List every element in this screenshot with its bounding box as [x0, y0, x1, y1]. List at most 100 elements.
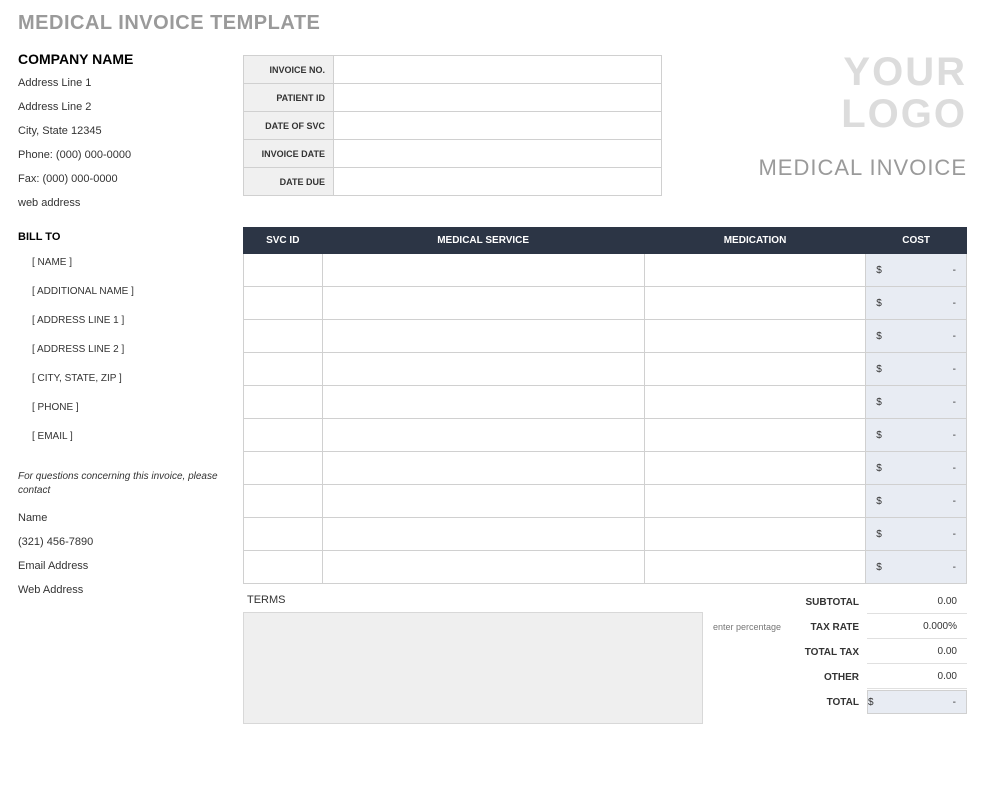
billto-line: [ CITY, STATE, ZIP ] — [18, 373, 243, 384]
contact-name: Name — [18, 512, 243, 524]
cell-service[interactable] — [322, 386, 644, 419]
cell-cost: $- — [866, 452, 967, 485]
cell-cost: $- — [866, 551, 967, 584]
cell-cost: $- — [866, 320, 967, 353]
company-block: COMPANY NAME Address Line 1 Address Line… — [18, 51, 243, 221]
cell-medication[interactable] — [644, 353, 866, 386]
cell-service[interactable] — [322, 419, 644, 452]
tax-rate-label: TAX RATE — [787, 622, 867, 633]
contact-block: For questions concerning this invoice, p… — [18, 470, 243, 596]
cell-medication[interactable] — [644, 419, 866, 452]
cost-currency: $ — [876, 562, 882, 573]
cost-currency: $ — [876, 298, 882, 309]
table-row: $- — [244, 320, 967, 353]
cell-service[interactable] — [322, 320, 644, 353]
cell-cost: $- — [866, 353, 967, 386]
cell-cost: $- — [866, 485, 967, 518]
th-svcid: SVC ID — [244, 228, 323, 254]
cell-cost: $- — [866, 254, 967, 287]
meta-label-date-of-svc: DATE OF SVC — [244, 112, 334, 140]
meta-value-invoice-date[interactable] — [334, 140, 662, 168]
billto-line: [ ADDRESS LINE 2 ] — [18, 344, 243, 355]
billto-line: [ PHONE ] — [18, 402, 243, 413]
company-fax: Fax: (000) 000-0000 — [18, 173, 243, 185]
cost-currency: $ — [876, 463, 882, 474]
cell-service[interactable] — [322, 452, 644, 485]
total-label: TOTAL — [787, 697, 867, 708]
terms-input[interactable] — [243, 612, 703, 724]
cost-amount: - — [953, 298, 956, 309]
cell-medication[interactable] — [644, 287, 866, 320]
other-label: OTHER — [787, 672, 867, 683]
cell-svcid[interactable] — [244, 254, 323, 287]
meta-block: INVOICE NO. PATIENT ID DATE OF SVC INVOI… — [243, 51, 662, 196]
meta-value-date-of-svc[interactable] — [334, 112, 662, 140]
totals-block: SUBTOTAL 0.00 enter percentage TAX RATE … — [703, 590, 967, 724]
contact-email: Email Address — [18, 560, 243, 572]
cell-medication[interactable] — [644, 452, 866, 485]
cell-cost: $- — [866, 386, 967, 419]
cost-amount: - — [953, 562, 956, 573]
logo-placeholder-line2: LOGO — [662, 93, 967, 135]
total-tax-label: TOTAL TAX — [787, 647, 867, 658]
cell-svcid[interactable] — [244, 386, 323, 419]
billto-title: BILL TO — [18, 231, 243, 243]
cell-svcid[interactable] — [244, 320, 323, 353]
cell-svcid[interactable] — [244, 287, 323, 320]
total-value: $ - — [867, 690, 967, 714]
billto-line: [ EMAIL ] — [18, 431, 243, 442]
cell-svcid[interactable] — [244, 353, 323, 386]
total-currency: $ — [868, 697, 874, 708]
billto-block: BILL TO [ NAME ][ ADDITIONAL NAME ][ ADD… — [18, 227, 243, 724]
cell-svcid[interactable] — [244, 452, 323, 485]
table-row: $- — [244, 353, 967, 386]
cell-service[interactable] — [322, 287, 644, 320]
cost-currency: $ — [876, 265, 882, 276]
cost-amount: - — [953, 331, 956, 342]
contact-web: Web Address — [18, 584, 243, 596]
terms-label: TERMS — [243, 590, 703, 612]
cell-medication[interactable] — [644, 485, 866, 518]
service-table: SVC ID MEDICAL SERVICE MEDICATION COST $… — [243, 227, 967, 584]
cost-amount: - — [953, 364, 956, 375]
cell-svcid[interactable] — [244, 485, 323, 518]
th-medication: MEDICATION — [644, 228, 866, 254]
cost-currency: $ — [876, 397, 882, 408]
company-name: COMPANY NAME — [18, 51, 243, 67]
cell-service[interactable] — [322, 518, 644, 551]
cell-service[interactable] — [322, 353, 644, 386]
cell-medication[interactable] — [644, 551, 866, 584]
cost-amount: - — [953, 529, 956, 540]
cell-medication[interactable] — [644, 254, 866, 287]
contact-intro: For questions concerning this invoice, p… — [18, 470, 243, 498]
company-phone: Phone: (000) 000-0000 — [18, 149, 243, 161]
cell-service[interactable] — [322, 254, 644, 287]
cell-medication[interactable] — [644, 386, 866, 419]
cost-amount: - — [953, 463, 956, 474]
company-web: web address — [18, 197, 243, 209]
table-row: $- — [244, 287, 967, 320]
cell-medication[interactable] — [644, 518, 866, 551]
tax-rate-hint: enter percentage — [709, 622, 787, 632]
right-col: SVC ID MEDICAL SERVICE MEDICATION COST $… — [243, 227, 967, 724]
table-row: $- — [244, 452, 967, 485]
cell-svcid[interactable] — [244, 518, 323, 551]
cost-currency: $ — [876, 529, 882, 540]
subtotal-value: 0.00 — [867, 590, 967, 614]
cell-svcid[interactable] — [244, 551, 323, 584]
meta-value-invoice-no[interactable] — [334, 56, 662, 84]
tax-rate-value[interactable]: 0.000% — [867, 615, 967, 639]
cell-service[interactable] — [322, 551, 644, 584]
meta-value-date-due[interactable] — [334, 168, 662, 196]
meta-label-patient-id: PATIENT ID — [244, 84, 334, 112]
cell-medication[interactable] — [644, 320, 866, 353]
bottom-area: TERMS SUBTOTAL 0.00 enter percentage TAX… — [243, 590, 967, 724]
th-cost: COST — [866, 228, 967, 254]
cell-svcid[interactable] — [244, 419, 323, 452]
other-value[interactable]: 0.00 — [867, 665, 967, 689]
cell-service[interactable] — [322, 485, 644, 518]
meta-value-patient-id[interactable] — [334, 84, 662, 112]
billto-line: [ ADDRESS LINE 1 ] — [18, 315, 243, 326]
cost-currency: $ — [876, 364, 882, 375]
cost-amount: - — [953, 397, 956, 408]
